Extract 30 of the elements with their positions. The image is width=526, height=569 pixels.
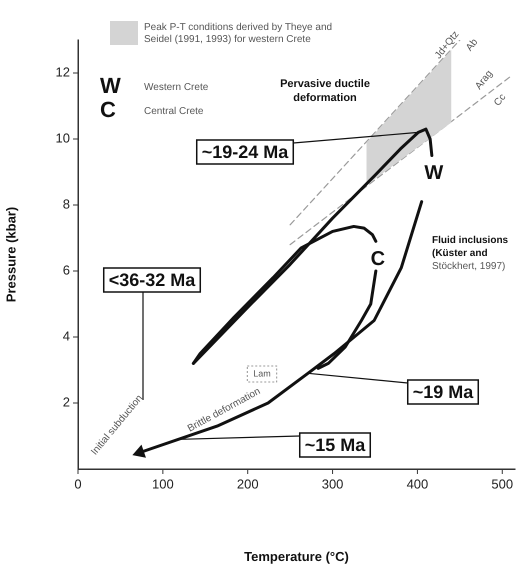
annotation: Western Crete xyxy=(144,82,208,93)
text: C xyxy=(100,97,116,122)
x-tick-label: 500 xyxy=(491,476,514,492)
series-label: C xyxy=(370,248,386,270)
annotation: Pervasive ductile deformation xyxy=(280,78,370,104)
x-axis-title: Temperature (°C) xyxy=(244,548,349,564)
legend-label: Peak P-T conditions derived by Theye and Seidel (1991, 1993) for western Crete xyxy=(144,22,334,46)
annotation: Lam xyxy=(253,368,271,378)
y-tick-label: 4 xyxy=(62,328,70,344)
annotation: Ab xyxy=(464,36,481,54)
text: W xyxy=(100,73,121,98)
annotation: ~19-24 Ma xyxy=(202,142,290,162)
annotation: Fluid inclusions (Küster and Stöckhert, 1997) xyxy=(432,234,509,272)
x-tick-label: 200 xyxy=(236,476,259,492)
y-tick-label: 2 xyxy=(62,394,70,410)
annotation: Cc xyxy=(492,92,508,108)
series-label: W xyxy=(424,162,444,184)
y-axis-title: Pressure (kbar) xyxy=(3,206,18,302)
annotation: Central Crete xyxy=(144,106,204,118)
x-tick-label: 100 xyxy=(152,476,174,492)
y-tick-label: 6 xyxy=(62,262,70,278)
annotation: <36-32 Ma xyxy=(108,270,196,290)
annotation: ~15 Ma xyxy=(304,434,366,455)
annotation: ~19 Ma xyxy=(412,382,474,402)
y-tick-label: 12 xyxy=(56,64,70,80)
y-tick-label: 8 xyxy=(62,196,70,212)
y-tick-label: 10 xyxy=(56,130,70,146)
x-tick-label: 0 xyxy=(74,476,82,492)
x-tick-label: 300 xyxy=(322,476,344,492)
x-tick-label: 400 xyxy=(406,476,428,492)
